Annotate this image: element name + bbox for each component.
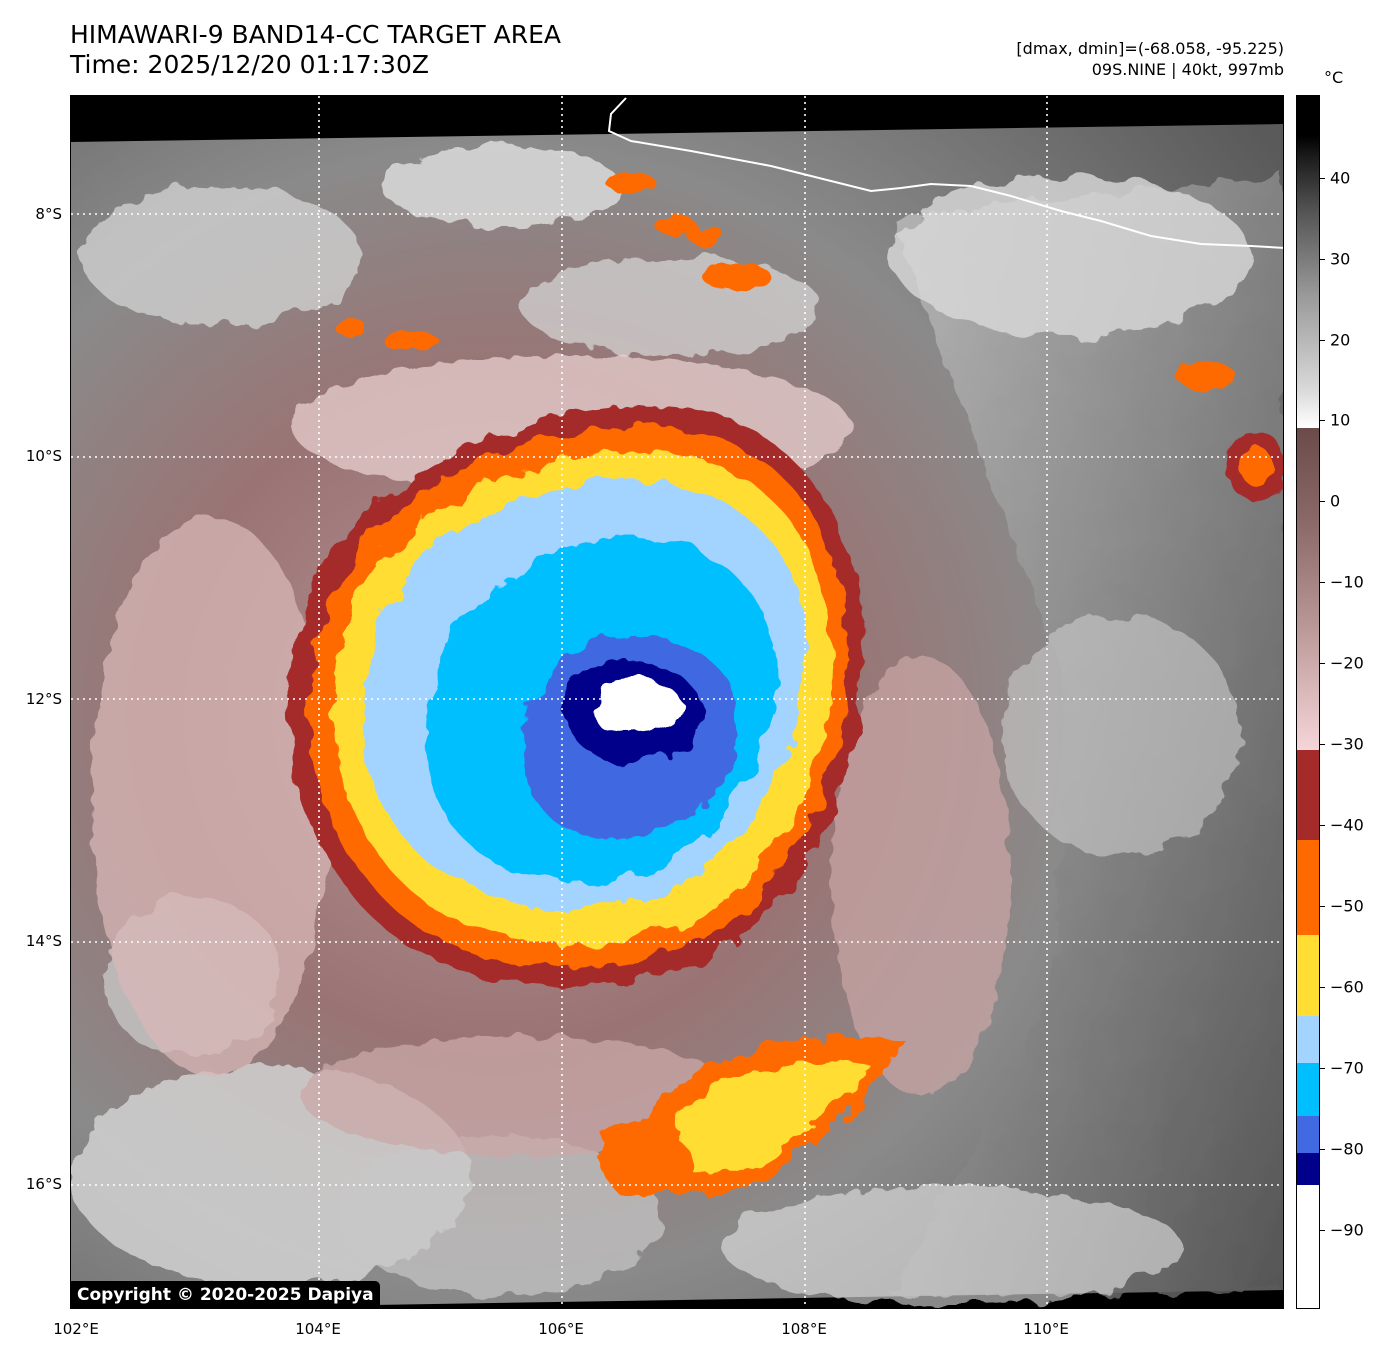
colorbar-tickmark <box>1320 906 1325 907</box>
colorbar-tick: −10 <box>1330 572 1364 592</box>
colorbar-tickmark <box>1320 663 1325 664</box>
colorbar-minus65-segment <box>1297 1016 1319 1063</box>
colorbar-minus60-segment <box>1297 935 1319 1016</box>
satellite-imagery <box>71 96 1283 1308</box>
colorbar-minus40-segment <box>1297 750 1319 840</box>
satellite-map: Copyright © 2020-2025 Dapiya <box>70 95 1284 1309</box>
colorbar-gray-segment <box>1297 96 1319 428</box>
colorbar-tickmark <box>1320 744 1325 745</box>
lat-label: 16°S <box>25 1175 62 1193</box>
dmax-dmin-readout: [dmax, dmin]=(-68.058, -95.225) <box>1016 39 1284 58</box>
colorbar-tick: 30 <box>1330 249 1351 269</box>
colorbar-tick: 10 <box>1330 410 1351 430</box>
title-line-1: HIMAWARI-9 BAND14-CC TARGET AREA <box>70 20 562 49</box>
colorbar-tickmark <box>1320 178 1325 179</box>
colorbar-tick: −70 <box>1330 1058 1364 1078</box>
title-line-2: Time: 2025/12/20 01:17:30Z <box>70 50 429 79</box>
colorbar-coldest-segment <box>1297 1185 1319 1308</box>
graticule <box>71 96 1283 1308</box>
storm-info: [dmax, dmin]=(-68.058, -95.225) 09S.NINE… <box>1016 38 1284 80</box>
colorbar-tickmark <box>1320 259 1325 260</box>
colorbar-tick: 40 <box>1330 168 1351 188</box>
lon-label: 110°E <box>1023 1320 1069 1338</box>
colorbar-minus75-segment <box>1297 1116 1319 1153</box>
colorbar-tickmark <box>1320 825 1325 826</box>
colorbar-warm-segment <box>1297 428 1319 750</box>
lat-label: 14°S <box>25 932 62 950</box>
colorbar-tickmark <box>1320 501 1325 502</box>
colorbar-tick: 20 <box>1330 330 1351 350</box>
colorbar-tickmark <box>1320 987 1325 988</box>
colorbar-tickmark <box>1320 1230 1325 1231</box>
colorbar-minus50-segment <box>1297 840 1319 935</box>
colorbar-tick: −60 <box>1330 977 1364 997</box>
southern-rainband <box>598 1036 911 1198</box>
storm-cloud-tops <box>287 405 863 987</box>
colorbar-tick: −20 <box>1330 653 1364 673</box>
copyright-label: Copyright © 2020-2025 Dapiya <box>71 1281 380 1308</box>
band-below-minus80 <box>591 678 683 734</box>
lat-label: 8°S <box>35 205 62 223</box>
isolated-cells <box>336 173 1283 501</box>
colorbar-tickmark <box>1320 1149 1325 1150</box>
colorbar-minus80-segment <box>1297 1153 1319 1185</box>
lat-label: 12°S <box>25 690 62 708</box>
colorbar-tick: −40 <box>1330 815 1364 835</box>
colorbar <box>1296 95 1320 1309</box>
chart-title: HIMAWARI-9 BAND14-CC TARGET AREA Time: 2… <box>70 20 561 80</box>
coastline <box>607 97 1283 249</box>
colorbar-unit: °C <box>1324 68 1344 87</box>
colorbar-tick: −30 <box>1330 734 1364 754</box>
storm-intensity: 09S.NINE | 40kt, 997mb <box>1091 60 1284 79</box>
colorbar-tick: −80 <box>1330 1139 1364 1159</box>
lon-label: 104°E <box>295 1320 341 1338</box>
lon-label: 102°E <box>53 1320 99 1338</box>
colorbar-tickmark <box>1320 420 1325 421</box>
colorbar-tickmark <box>1320 340 1325 341</box>
colorbar-tick: −90 <box>1330 1220 1364 1240</box>
lon-label: 106°E <box>538 1320 584 1338</box>
colorbar-minus70-segment <box>1297 1063 1319 1116</box>
colorbar-tick: −50 <box>1330 896 1364 916</box>
lon-label: 108°E <box>781 1320 827 1338</box>
lat-label: 10°S <box>25 447 62 465</box>
colorbar-tick: 0 <box>1330 491 1341 511</box>
colorbar-tickmark <box>1320 1068 1325 1069</box>
colorbar-tickmark <box>1320 582 1325 583</box>
